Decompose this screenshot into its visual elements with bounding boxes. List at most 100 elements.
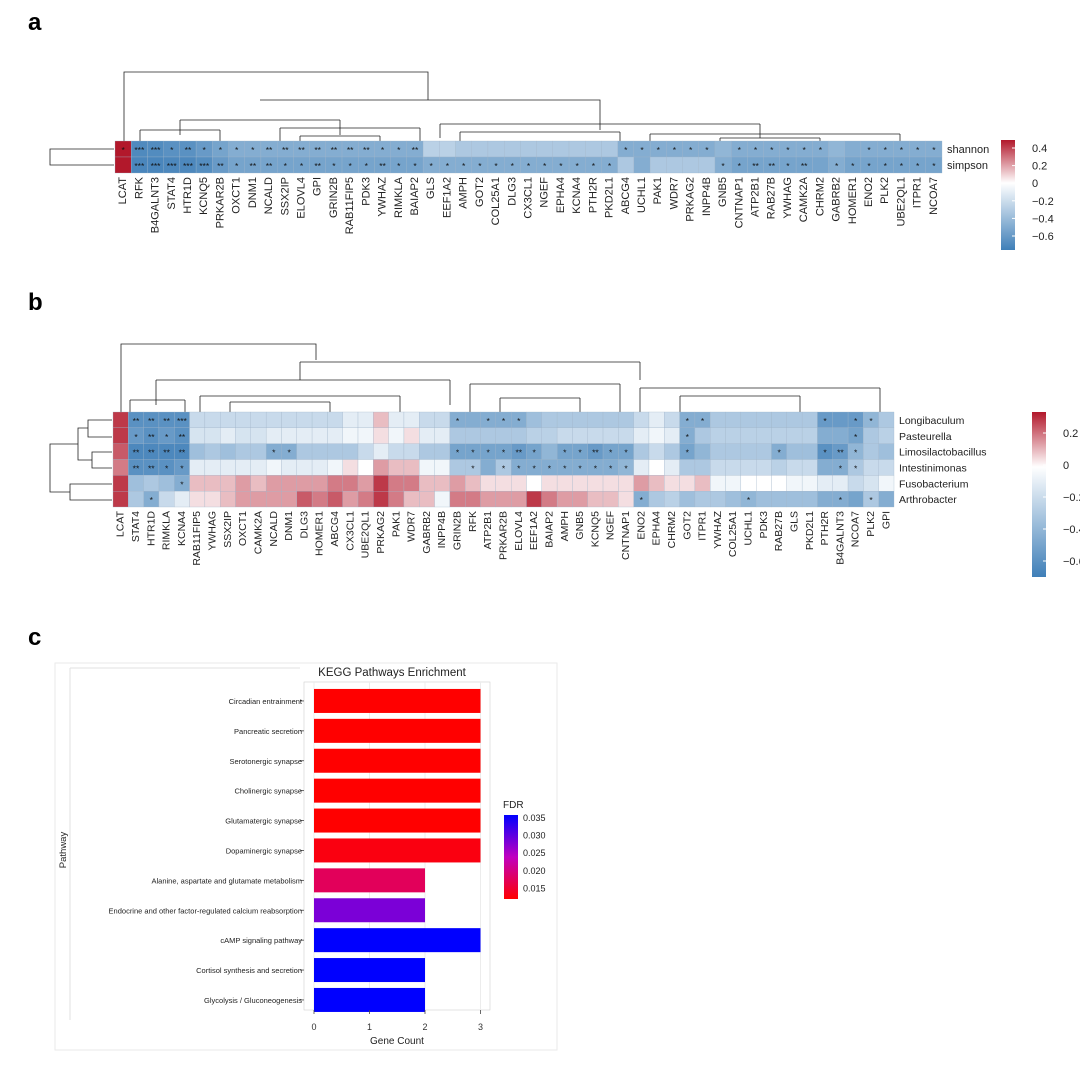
row-label: Longibaculum xyxy=(899,415,965,427)
column-label: GPI xyxy=(312,177,324,196)
column-label: COL25A1 xyxy=(727,511,739,557)
heat-cell xyxy=(189,427,206,444)
column-label: ENO2 xyxy=(635,511,647,540)
significance-stars: * xyxy=(869,495,873,505)
heat-cell xyxy=(204,427,221,444)
legend-tick-label: 0 xyxy=(1032,178,1038,190)
column-label: PTH2R xyxy=(819,511,831,546)
column-label: ATP2B1 xyxy=(482,511,494,549)
heat-cell xyxy=(844,140,862,158)
heat-cell xyxy=(587,411,604,428)
significance-stars: * xyxy=(854,448,858,458)
heat-cell xyxy=(480,459,496,476)
row-dendrogram-b xyxy=(49,419,112,501)
heat-cell xyxy=(812,156,829,174)
significance-stars: * xyxy=(517,463,521,473)
heat-cell xyxy=(801,459,818,476)
fdr-legend-tick-label: 0.015 xyxy=(523,883,546,893)
heat-cell xyxy=(526,475,542,492)
column-label: PTH2R xyxy=(587,177,599,213)
heat-cell xyxy=(648,443,665,460)
significance-stars: * xyxy=(170,145,174,155)
significance-stars: * xyxy=(657,145,661,155)
heatmap-panel-a: * *** *** * ** * * * * ** ** ** ** ** ** ** * * ** * * * * * * * *… xyxy=(49,71,1054,250)
legend-tick-label: −0.4 xyxy=(1063,524,1080,536)
heat-cell xyxy=(863,427,879,444)
heat-cell xyxy=(526,491,542,508)
bar xyxy=(314,748,481,773)
heat-cell xyxy=(725,475,742,492)
heat-cell xyxy=(311,475,328,492)
significance-stars: *** xyxy=(151,161,162,171)
significance-stars: * xyxy=(686,432,690,442)
column-label: PRKAR2B xyxy=(498,511,510,560)
x-tick-label: 1 xyxy=(367,1022,372,1032)
heat-cell xyxy=(281,475,297,492)
heat-cell xyxy=(327,443,343,460)
significance-stars: ** xyxy=(314,145,321,155)
heat-cell xyxy=(648,459,665,476)
row-label: simpson xyxy=(947,160,988,172)
significance-stars: * xyxy=(559,161,563,171)
column-label: RAB27B xyxy=(773,511,785,551)
column-label: UBE2QL1 xyxy=(895,177,907,227)
column-label: STAT4 xyxy=(130,511,142,542)
heat-cell xyxy=(828,140,845,158)
chart-title: KEGG Pathways Enrichment xyxy=(318,667,466,679)
legend-tick-label: 0.4 xyxy=(1032,143,1047,155)
significance-stars: ** xyxy=(148,448,155,458)
significance-stars: * xyxy=(854,463,858,473)
significance-stars: * xyxy=(823,416,827,426)
column-label: DNM1 xyxy=(247,177,259,208)
heat-cell xyxy=(250,475,267,492)
column-label: YWHAG xyxy=(207,511,219,551)
heat-cell xyxy=(495,475,512,492)
column-label: RFK xyxy=(467,511,479,532)
column-label: NCALD xyxy=(268,511,280,547)
heat-cell xyxy=(204,411,221,428)
significance-stars: * xyxy=(738,145,742,155)
column-label: SSX2IP xyxy=(279,177,291,216)
heat-cell xyxy=(311,411,328,428)
column-label: UCHL1 xyxy=(743,511,755,546)
significance-stars: * xyxy=(823,448,827,458)
heat-cell xyxy=(878,459,895,476)
legend-tick-label: 0.2 xyxy=(1063,428,1078,440)
significance-stars: *** xyxy=(167,161,178,171)
heat-cell xyxy=(601,140,618,158)
heat-cell xyxy=(664,459,680,476)
significance-stars: * xyxy=(747,495,751,505)
heat-cell xyxy=(771,411,787,428)
heat-cell xyxy=(465,475,481,492)
significance-stars: * xyxy=(462,161,466,171)
column-label: GRIN2B xyxy=(452,511,464,550)
significance-stars: * xyxy=(770,145,774,155)
significance-stars: ** xyxy=(331,145,338,155)
heat-cell xyxy=(373,411,389,428)
heat-cell xyxy=(434,411,451,428)
column-label: EEF1A2 xyxy=(441,177,453,218)
heat-cell xyxy=(327,475,343,492)
heat-cell xyxy=(455,140,472,158)
heat-cell xyxy=(710,475,726,492)
heat-cell xyxy=(281,459,297,476)
heat-cell xyxy=(388,459,405,476)
heat-cell xyxy=(878,411,895,428)
heat-cell xyxy=(511,475,527,492)
column-dendrogram-b xyxy=(120,343,881,412)
legend-tick-label: 0.2 xyxy=(1032,161,1047,173)
significance-stars: ** xyxy=(347,145,354,155)
heat-cell xyxy=(710,459,726,476)
significance-stars: ** xyxy=(801,161,808,171)
heat-cell xyxy=(572,427,588,444)
heat-cell xyxy=(694,475,711,492)
heat-cell xyxy=(863,459,879,476)
heat-cell xyxy=(296,411,313,428)
significance-stars: * xyxy=(884,161,888,171)
heat-cell xyxy=(878,491,895,508)
category-label: Glutamatergic synapse xyxy=(225,817,302,826)
heat-cell xyxy=(281,427,297,444)
column-label: LCAT xyxy=(115,510,127,537)
significance-stars: * xyxy=(689,145,693,155)
significance-stars: * xyxy=(932,145,936,155)
